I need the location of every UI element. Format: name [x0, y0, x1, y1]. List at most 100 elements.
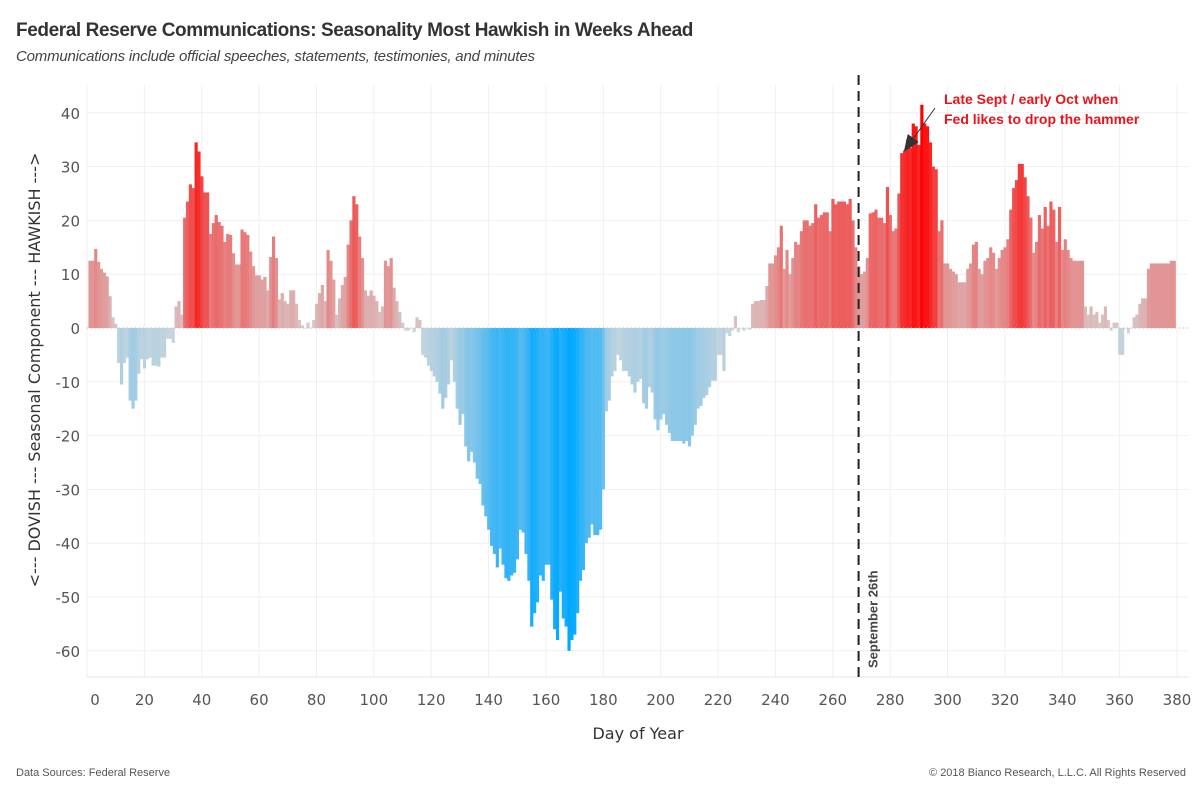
bar-day-350	[1089, 306, 1093, 328]
bar-day-226	[733, 316, 737, 328]
bar-day-194	[642, 328, 646, 404]
bar-day-258	[825, 212, 829, 328]
bar-day-130	[458, 328, 462, 425]
bar-day-93	[352, 196, 356, 328]
bar-day-305	[960, 282, 964, 328]
bar-day-342	[1066, 249, 1070, 328]
bar-day-262	[837, 201, 841, 328]
bar-day-208	[682, 328, 686, 444]
bar-day-271	[862, 271, 867, 328]
bar-day-375	[1161, 263, 1165, 328]
bar-day-205	[673, 328, 677, 441]
bar-day-334	[1043, 206, 1047, 328]
bar-day-318	[997, 258, 1001, 328]
bar-day-367	[1138, 303, 1142, 328]
bar-day-201	[662, 328, 666, 415]
bar-day-39	[197, 151, 201, 328]
bar-day-229	[742, 328, 746, 331]
bar-day-21	[145, 328, 149, 360]
bar-day-119	[426, 328, 431, 366]
bar-day-36	[188, 184, 192, 328]
bar-day-343	[1069, 258, 1073, 328]
bar-day-111	[403, 328, 408, 331]
x-tick-label: 260	[818, 691, 847, 709]
bar-day-344	[1072, 260, 1076, 328]
bar-day-183	[610, 328, 614, 377]
bar-day-285	[903, 150, 907, 328]
bar-day-195	[644, 328, 649, 409]
bar-day-379	[1172, 260, 1176, 328]
bar-day-320	[1003, 247, 1007, 328]
bar-day-60	[257, 275, 261, 328]
bar-day-16	[131, 328, 135, 409]
bar-day-263	[839, 201, 844, 328]
bar-day-52	[234, 264, 238, 328]
bar-day-8	[108, 296, 112, 328]
bar-day-220	[716, 328, 720, 355]
bar-day-193	[639, 328, 643, 380]
bars	[88, 104, 1176, 651]
bar-day-47	[220, 225, 224, 328]
bar-day-352	[1095, 311, 1099, 328]
bar-day-175	[587, 328, 591, 538]
bar-day-270	[860, 274, 864, 328]
bar-day-312	[980, 274, 984, 328]
bar-day-300	[946, 263, 950, 328]
y-tick-label: -20	[56, 428, 81, 446]
y-tick-label: -60	[56, 643, 81, 661]
bar-day-9	[111, 317, 115, 328]
bar-day-1	[88, 260, 92, 328]
bar-day-199	[656, 328, 660, 431]
bar-day-275	[874, 209, 878, 328]
bar-day-116	[418, 319, 422, 328]
bar-day-304	[957, 282, 961, 328]
x-tick-label: 0	[90, 691, 100, 709]
bar-day-126	[446, 328, 451, 385]
bar-day-378	[1169, 260, 1173, 328]
bar-day-251	[805, 220, 809, 328]
bar-day-143	[495, 328, 499, 568]
bar-day-256	[819, 215, 824, 328]
bar-day-102	[378, 311, 382, 328]
bar-day-238	[768, 263, 772, 328]
bar-day-250	[802, 220, 806, 328]
bar-day-88	[337, 298, 342, 328]
bar-day-227	[736, 328, 740, 333]
y-tick-label: -40	[56, 535, 81, 553]
bar-day-200	[659, 328, 663, 420]
bar-day-299	[943, 263, 947, 328]
x-tick-label: 320	[991, 691, 1020, 709]
y-tick-label: -10	[56, 374, 81, 392]
bar-day-81	[317, 293, 322, 328]
bar-day-338	[1055, 241, 1059, 328]
bar-day-49	[226, 233, 230, 328]
bar-day-77	[306, 322, 310, 328]
bar-day-45	[214, 215, 218, 328]
bar-day-287	[908, 147, 912, 328]
bar-day-144	[498, 328, 502, 549]
y-tick-label: 30	[61, 159, 80, 177]
bar-day-330	[1032, 252, 1036, 328]
bar-day-242	[779, 225, 783, 328]
bar-day-83	[323, 301, 327, 328]
bar-day-112	[406, 328, 410, 331]
bar-day-117	[421, 328, 425, 355]
bar-day-62	[263, 276, 267, 328]
bar-day-319	[1000, 249, 1004, 328]
bar-day-169	[570, 328, 574, 641]
bar-day-145	[501, 328, 505, 565]
bar-day-324	[1014, 180, 1019, 328]
bar-day-337	[1052, 209, 1056, 328]
bar-day-115	[415, 317, 419, 328]
bar-day-37	[191, 188, 195, 328]
bar-day-172	[578, 328, 583, 581]
bar-day-54	[240, 229, 244, 328]
bar-day-216	[705, 328, 709, 396]
bar-day-71	[289, 290, 293, 328]
bar-day-134	[469, 328, 474, 452]
bar-day-104	[383, 260, 388, 328]
bar-day-297	[937, 231, 941, 328]
y-tick-label: 10	[61, 266, 80, 284]
bar-day-234	[756, 301, 760, 328]
annotation-line-1: Late Sept / early Oct when	[944, 91, 1118, 107]
